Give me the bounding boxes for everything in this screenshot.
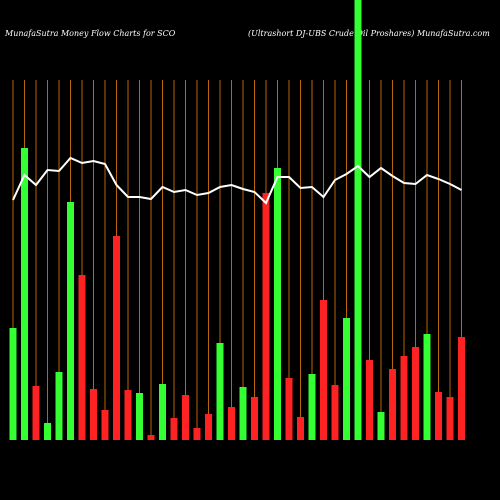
bar bbox=[147, 435, 155, 440]
bar bbox=[228, 407, 235, 440]
bar bbox=[423, 334, 431, 440]
bar bbox=[331, 385, 339, 440]
chart-subtitle: (Ultrashort DJ-UBS Crude Oil Proshares) … bbox=[248, 29, 490, 38]
bar bbox=[435, 392, 442, 440]
bar bbox=[182, 395, 189, 440]
bar bbox=[308, 374, 316, 440]
bar bbox=[205, 414, 212, 440]
bar bbox=[377, 412, 385, 440]
bar bbox=[251, 397, 258, 440]
bar bbox=[239, 387, 247, 440]
bar bbox=[78, 275, 86, 440]
bar bbox=[101, 410, 109, 440]
bar bbox=[274, 168, 281, 440]
bar bbox=[159, 384, 166, 440]
bar bbox=[458, 337, 465, 440]
bar bbox=[32, 386, 40, 440]
money-flow-line bbox=[12, 156, 462, 205]
bar bbox=[44, 423, 51, 440]
bar bbox=[21, 148, 28, 440]
bar bbox=[400, 356, 408, 440]
bar bbox=[389, 369, 396, 440]
bar bbox=[136, 393, 143, 440]
bar bbox=[412, 347, 419, 440]
bar bbox=[216, 343, 224, 440]
bar bbox=[90, 389, 97, 440]
bar bbox=[354, 0, 362, 440]
bar bbox=[9, 328, 17, 440]
bar bbox=[124, 390, 132, 440]
bar bbox=[297, 417, 304, 440]
bar bbox=[366, 360, 373, 440]
bar bbox=[55, 372, 63, 440]
bar bbox=[446, 397, 454, 440]
bar bbox=[113, 236, 120, 440]
bar bbox=[262, 193, 270, 440]
bar bbox=[67, 202, 74, 440]
chart-title: MunafaSutra Money Flow Charts for SCO bbox=[4, 29, 176, 38]
bar bbox=[170, 418, 178, 440]
bar bbox=[193, 428, 201, 440]
bar bbox=[343, 318, 350, 440]
bar bbox=[320, 300, 327, 440]
bar bbox=[285, 378, 293, 440]
